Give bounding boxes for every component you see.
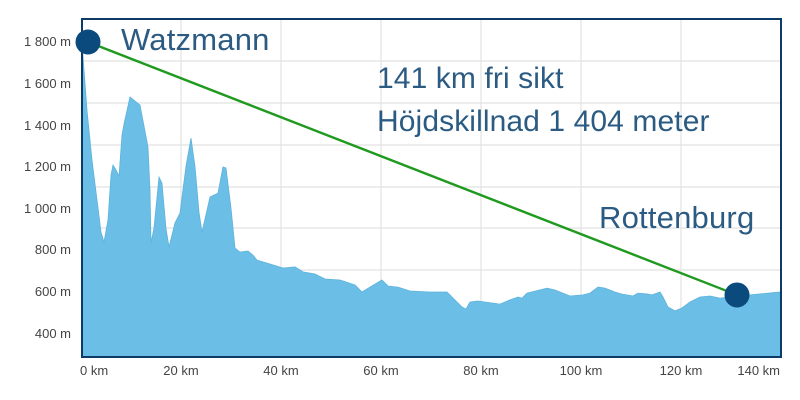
y-tick-label: 1 400 m — [24, 118, 71, 133]
line-of-sight — [87, 40, 738, 297]
x-tick-label: 140 km — [737, 363, 780, 378]
x-tick-label: 120 km — [660, 363, 703, 378]
plot-frame — [81, 18, 782, 358]
rottenburg-marker[interactable] — [724, 282, 750, 308]
x-tick-label: 100 km — [560, 363, 603, 378]
y-tick-label: 400 m — [35, 326, 71, 341]
x-tick-label: 40 km — [263, 363, 298, 378]
y-tick-label: 1 600 m — [24, 76, 71, 91]
x-tick-label: 80 km — [463, 363, 498, 378]
x-tick-label: 60 km — [363, 363, 398, 378]
distance-annotation: 141 km fri sikt — [377, 62, 564, 95]
y-tick-label: 600 m — [35, 284, 71, 299]
y-axis: 1 800 m 1 600 m 1 400 m 1 200 m 1 000 m … — [24, 34, 71, 341]
x-tick-label: 20 km — [163, 363, 198, 378]
watzmann-label: Watzmann — [121, 22, 270, 57]
y-tick-label: 800 m — [35, 242, 71, 257]
height-difference-annotation: Höjdskillnad 1 404 meter — [377, 105, 710, 138]
terrain-area — [81, 41, 782, 358]
rottenburg-label: Rottenburg — [599, 200, 754, 235]
watzmann-marker[interactable] — [75, 29, 101, 55]
x-axis: 0 km 20 km 40 km 60 km 80 km 100 km 120 … — [80, 363, 780, 378]
y-tick-label: 1 000 m — [24, 201, 71, 216]
y-tick-label: 1 800 m — [24, 34, 71, 49]
y-tick-label: 1 200 m — [24, 159, 71, 174]
x-tick-label: 0 km — [80, 363, 108, 378]
